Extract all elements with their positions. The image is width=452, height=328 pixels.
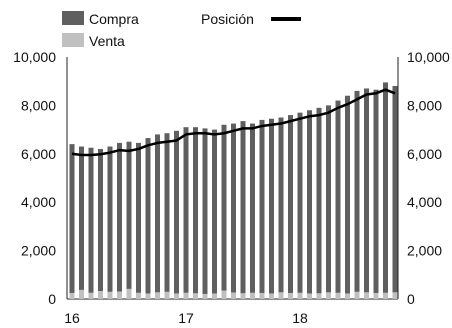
- venta-bar: [326, 292, 331, 299]
- compra-bar: [88, 147, 94, 299]
- compra-bar: [117, 142, 122, 299]
- venta-bar: [278, 292, 284, 299]
- venta-bar: [117, 291, 122, 299]
- venta-bar: [383, 292, 388, 299]
- compra-bar: [297, 112, 303, 299]
- left-y-tick-label: 6,000: [21, 146, 56, 162]
- right-y-tick-label: 10,000: [407, 49, 450, 65]
- compra-bar: [326, 105, 331, 300]
- legend: Compra Venta Posición: [62, 11, 301, 49]
- venta-bar: [221, 290, 227, 299]
- venta-bar: [259, 292, 265, 299]
- compra-bar: [136, 142, 141, 299]
- venta-bar: [183, 292, 189, 299]
- venta-bar: [335, 292, 341, 299]
- right-y-tick-label: 2,000: [407, 243, 442, 259]
- compra-bar: [307, 110, 312, 300]
- compra-bar: [231, 123, 236, 299]
- venta-bar: [288, 292, 293, 299]
- compra-bar: [164, 133, 170, 299]
- right-y-tick-label: 4,000: [407, 194, 442, 210]
- compra-bar: [269, 118, 274, 300]
- posicion-line: [71, 88, 396, 157]
- legend-swatch-venta: [62, 33, 84, 47]
- compra-bar: [373, 89, 379, 299]
- compra-bar: [288, 115, 293, 299]
- venta-bar: [307, 293, 312, 299]
- compra-bar: [221, 124, 227, 299]
- legend-swatch-compra: [62, 11, 84, 25]
- compra-bar: [240, 121, 246, 299]
- legend-label-posicion: Posición: [201, 11, 254, 27]
- venta-bar: [212, 293, 217, 299]
- x-axis-ticks: 16 17 18: [64, 310, 308, 326]
- venta-bar: [392, 292, 398, 299]
- compra-bar: [354, 90, 360, 299]
- compra-bar: [107, 146, 113, 299]
- venta-bar: [174, 293, 179, 299]
- compra-bar: [392, 86, 398, 299]
- compra-bar: [335, 100, 341, 299]
- venta-bar: [145, 293, 151, 299]
- venta-bar: [98, 291, 103, 299]
- venta-bars: [69, 288, 398, 299]
- venta-bar: [193, 293, 198, 299]
- posicion-line-layer: [71, 88, 396, 157]
- compra-bar: [212, 129, 217, 299]
- right-y-axis-ticks: 0 2,000 4,000 6,000 8,000 10,000: [407, 49, 450, 307]
- venta-bar: [88, 292, 94, 299]
- compra-bar: [193, 127, 198, 300]
- x-tick-label: 16: [64, 310, 80, 326]
- compra-bar: [278, 117, 284, 299]
- venta-bar: [240, 293, 246, 299]
- compra-bar: [174, 130, 179, 299]
- compra-bar: [316, 107, 322, 299]
- venta-bar: [297, 292, 303, 299]
- compra-bar: [183, 127, 189, 300]
- x-tick-label: 17: [178, 310, 194, 326]
- venta-bar: [136, 292, 141, 299]
- venta-bar: [269, 293, 274, 299]
- compra-bar: [345, 95, 350, 299]
- venta-bar: [231, 292, 236, 299]
- right-y-tick-label: 6,000: [407, 146, 442, 162]
- venta-bar: [364, 292, 369, 299]
- compra-bar: [155, 134, 160, 299]
- left-y-tick-label: 0: [48, 291, 56, 307]
- venta-bar: [354, 291, 360, 299]
- right-y-tick-label: 8,000: [407, 97, 442, 113]
- compra-bar: [145, 138, 151, 299]
- venta-bar: [164, 291, 170, 299]
- venta-bar: [202, 293, 208, 299]
- left-y-tick-label: 8,000: [21, 97, 56, 113]
- left-y-axis-ticks: 0 2,000 4,000 6,000 8,000 10,000: [13, 49, 56, 307]
- venta-bar: [69, 292, 75, 299]
- venta-bar: [250, 292, 255, 299]
- left-y-tick-label: 4,000: [21, 194, 56, 210]
- compra-bar: [79, 146, 84, 299]
- compra-bar: [364, 88, 369, 300]
- legend-label-venta: Venta: [89, 33, 125, 49]
- x-tick-label: 18: [292, 310, 308, 326]
- venta-bar: [126, 288, 132, 299]
- venta-bar: [79, 289, 84, 299]
- compra-bar: [202, 128, 208, 299]
- compra-bar: [259, 119, 265, 299]
- legend-label-compra: Compra: [89, 11, 139, 27]
- compra-bar: [69, 144, 75, 299]
- compra-bar: [98, 148, 103, 299]
- compra-bar: [383, 82, 388, 299]
- venta-bar: [107, 291, 113, 299]
- compra-bar: [250, 123, 255, 299]
- left-y-tick-label: 2,000: [21, 243, 56, 259]
- venta-bar: [345, 293, 350, 299]
- venta-bar: [155, 292, 160, 299]
- venta-bar: [373, 292, 379, 299]
- compra-bars: [69, 82, 398, 300]
- compra-bar: [126, 141, 132, 299]
- right-y-tick-label: 0: [407, 291, 415, 307]
- left-y-tick-label: 10,000: [13, 49, 56, 65]
- venta-bar: [316, 293, 322, 299]
